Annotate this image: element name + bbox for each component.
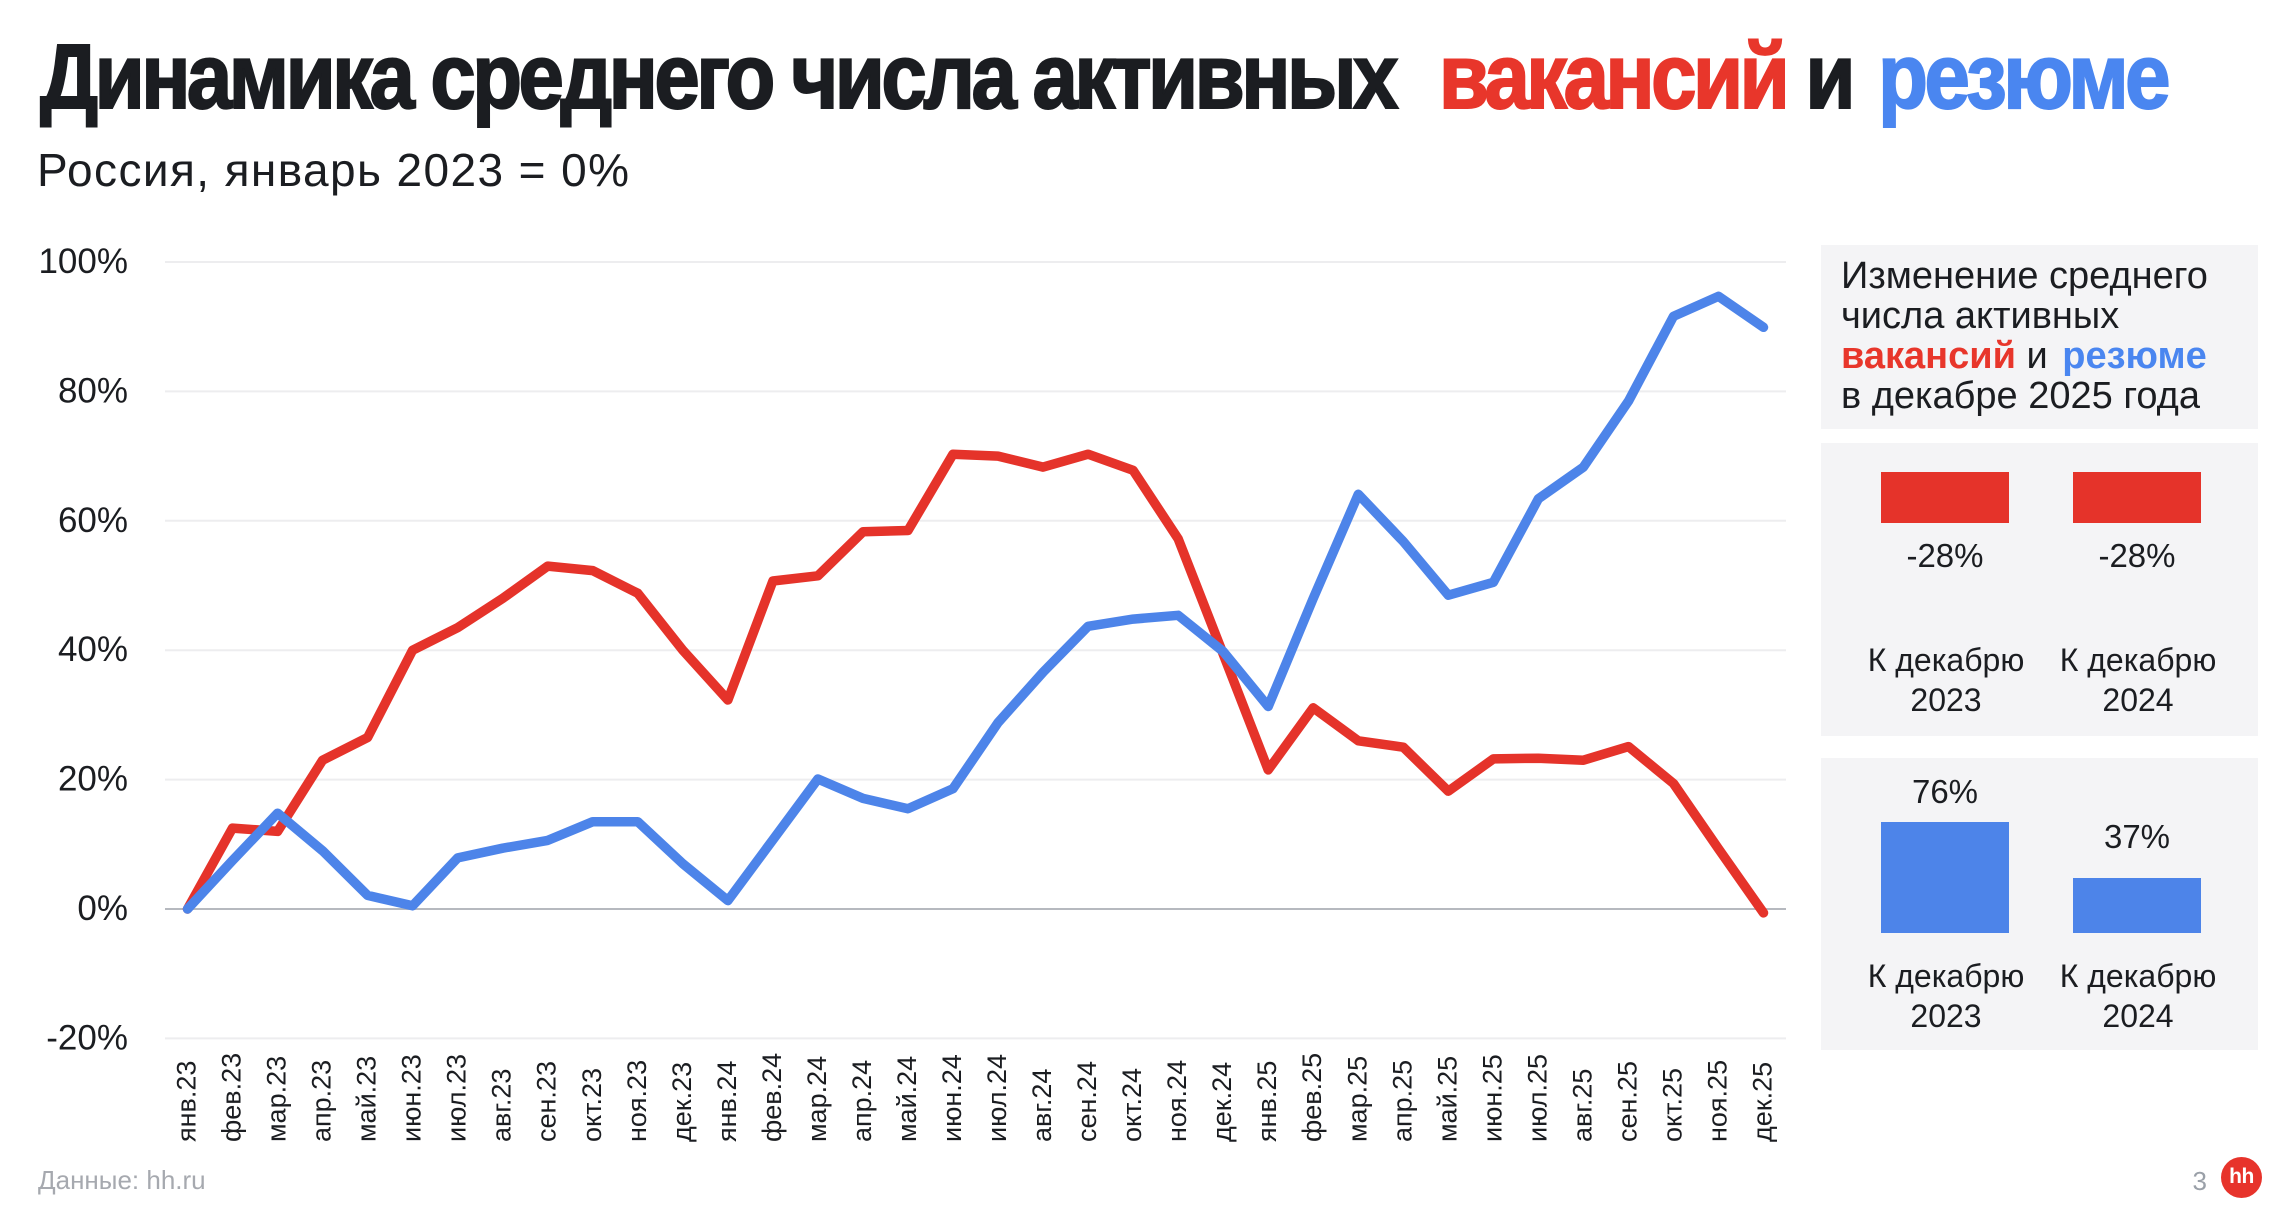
svg-text:дек.24: дек.24 — [1207, 1062, 1237, 1142]
svg-text:ноя.24: ноя.24 — [1162, 1060, 1192, 1142]
svg-text:100%: 100% — [38, 242, 128, 281]
svg-text:фев.25: фев.25 — [1297, 1053, 1327, 1142]
svg-text:80%: 80% — [58, 371, 128, 410]
svg-text:июл.23: июл.23 — [442, 1054, 472, 1142]
svg-text:мар.25: мар.25 — [1342, 1056, 1372, 1142]
svg-text:40%: 40% — [58, 630, 128, 669]
svg-text:ноя.25: ноя.25 — [1703, 1060, 1733, 1142]
svg-text:июн.24: июн.24 — [937, 1054, 967, 1142]
svg-text:апр.25: апр.25 — [1387, 1060, 1417, 1142]
svg-text:июн.23: июн.23 — [397, 1054, 427, 1142]
svg-text:окт.24: окт.24 — [1117, 1068, 1147, 1142]
svg-text:мар.24: мар.24 — [802, 1056, 832, 1142]
svg-text:-20%: -20% — [46, 1018, 128, 1057]
svg-text:авг.25: авг.25 — [1567, 1069, 1597, 1142]
svg-text:мар.23: мар.23 — [262, 1056, 292, 1142]
svg-text:60%: 60% — [58, 501, 128, 540]
svg-text:ноя.23: ноя.23 — [622, 1060, 652, 1142]
svg-text:июл.25: июл.25 — [1522, 1054, 1552, 1142]
svg-text:фев.23: фев.23 — [217, 1053, 247, 1142]
svg-text:сен.25: сен.25 — [1613, 1061, 1643, 1142]
svg-text:апр.24: апр.24 — [847, 1060, 877, 1142]
svg-text:дек.23: дек.23 — [667, 1062, 697, 1142]
svg-text:май.25: май.25 — [1432, 1056, 1462, 1142]
svg-text:сен.23: сен.23 — [532, 1061, 562, 1142]
svg-text:дек.25: дек.25 — [1748, 1062, 1778, 1142]
svg-text:янв.24: янв.24 — [712, 1061, 742, 1142]
svg-text:май.24: май.24 — [892, 1056, 922, 1142]
svg-text:апр.23: апр.23 — [307, 1060, 337, 1142]
svg-text:май.23: май.23 — [352, 1056, 382, 1142]
svg-text:янв.23: янв.23 — [172, 1061, 202, 1142]
svg-text:июн.25: июн.25 — [1477, 1054, 1507, 1142]
svg-text:авг.24: авг.24 — [1027, 1069, 1057, 1142]
svg-text:0%: 0% — [77, 889, 128, 928]
svg-text:окт.23: окт.23 — [577, 1068, 607, 1142]
svg-text:20%: 20% — [58, 760, 128, 799]
svg-text:сен.24: сен.24 — [1072, 1061, 1102, 1142]
svg-text:янв.25: янв.25 — [1252, 1061, 1282, 1142]
svg-text:фев.24: фев.24 — [757, 1053, 787, 1142]
svg-text:июл.24: июл.24 — [982, 1054, 1012, 1142]
svg-text:окт.25: окт.25 — [1658, 1068, 1688, 1142]
svg-text:авг.23: авг.23 — [487, 1069, 517, 1142]
